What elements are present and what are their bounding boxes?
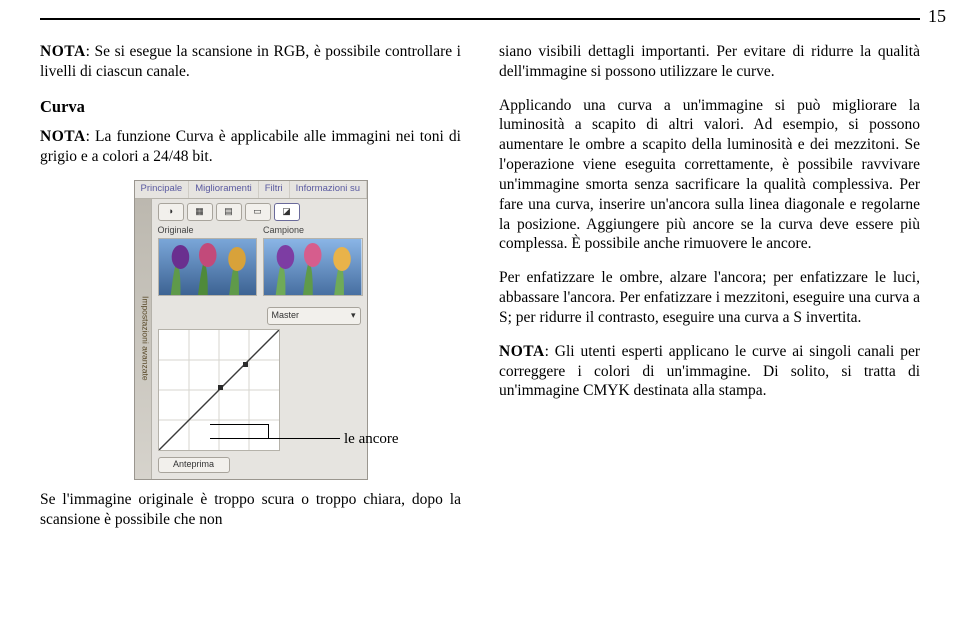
callout-line-v — [268, 424, 269, 438]
callout-line-h2 — [210, 424, 268, 425]
para-original-dark: Se l'immagine originale è troppo scura o… — [40, 490, 461, 530]
chevron-down-icon: ▾ — [351, 310, 356, 322]
tool-btn-3[interactable]: ▤ — [216, 203, 242, 221]
tab-strip: Principale Miglioramenti Filtri Informaz… — [135, 181, 367, 198]
note-expert: NOTA: Gli utenti esperti applicano le cu… — [499, 342, 920, 401]
preview-label-original: Originale — [158, 225, 256, 237]
tab-miglioramenti[interactable]: Miglioramenti — [189, 181, 259, 197]
preview-button[interactable]: Anteprima — [158, 457, 230, 473]
para-emphasize: Per enfatizzare le ombre, alzare l'ancor… — [499, 268, 920, 327]
preview-label-sample: Campione — [263, 225, 361, 237]
tool-btn-4[interactable]: ▭ — [245, 203, 271, 221]
left-column: NOTA: Se si esegue la scansione in RGB, … — [40, 42, 461, 544]
para-visible-details: siano visibili dettagli importanti. Per … — [499, 42, 920, 82]
tool-btn-curve[interactable]: ◪ — [274, 203, 300, 221]
tab-info[interactable]: Informazioni su — [290, 181, 367, 197]
tool-button-row: ◑ ▦ ▤ ▭ ◪ — [158, 203, 361, 221]
note-rgb: NOTA: Se si esegue la scansione in RGB, … — [40, 42, 461, 82]
note-expert-text: : Gli utenti esperti applicano le curve … — [499, 343, 920, 400]
thumbnail-sample — [263, 238, 363, 296]
channel-dropdown[interactable]: Master ▾ — [267, 307, 361, 325]
right-column: siano visibili dettagli importanti. Per … — [499, 42, 920, 544]
curve-anchor[interactable] — [243, 362, 248, 367]
para-apply-curve: Applicando una curva a un'immagine si pu… — [499, 96, 920, 255]
curve-svg — [159, 330, 279, 450]
note-label: NOTA — [499, 343, 545, 360]
note-curva-text: : La funzione Curva è applicabile alle i… — [40, 128, 461, 165]
callout-anchors: le ancore — [344, 430, 399, 449]
thumbnail-original — [158, 238, 258, 296]
note-rgb-text: : Se si esegue la scansione in RGB, è po… — [40, 43, 461, 80]
dropdown-value: Master — [272, 310, 300, 322]
top-rule — [40, 18, 920, 20]
curve-dialog: Principale Miglioramenti Filtri Informaz… — [134, 180, 368, 479]
heading-curva: Curva — [40, 96, 461, 117]
note-label: NOTA — [40, 128, 86, 145]
curve-anchor[interactable] — [218, 385, 223, 390]
sidebar-advanced[interactable]: Impostazioni avanzate — [135, 199, 152, 479]
tool-btn-1[interactable]: ◑ — [158, 203, 184, 221]
note-label: NOTA — [40, 43, 86, 60]
callout-line-h — [210, 438, 340, 439]
tab-filtri[interactable]: Filtri — [259, 181, 290, 197]
note-curva-applicable: NOTA: La funzione Curva è applicabile al… — [40, 127, 461, 167]
curve-editor[interactable] — [158, 329, 280, 451]
tab-principale[interactable]: Principale — [135, 181, 190, 197]
tool-btn-2[interactable]: ▦ — [187, 203, 213, 221]
page-number: 15 — [928, 6, 946, 27]
